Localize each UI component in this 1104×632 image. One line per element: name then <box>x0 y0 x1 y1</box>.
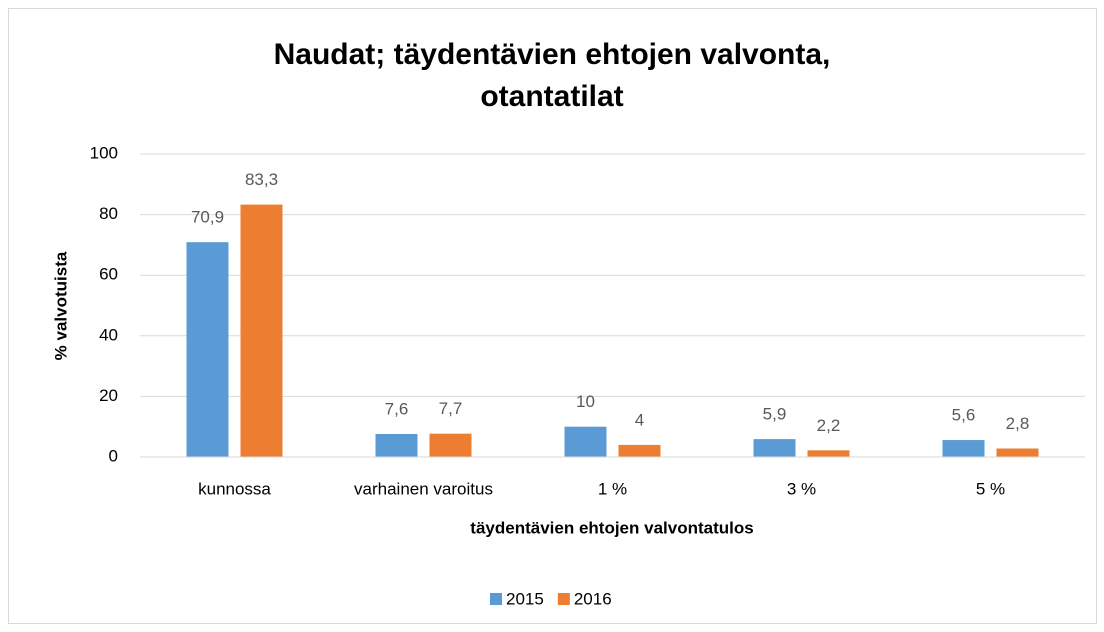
bar <box>186 242 229 457</box>
data-label: 4 <box>635 410 644 429</box>
legend-label: 2016 <box>574 589 612 608</box>
data-label: 2,8 <box>1006 414 1030 433</box>
data-label: 7,7 <box>439 399 463 418</box>
chart-title: Naudat; täydentävien ehtojen valvonta, o… <box>273 38 831 113</box>
bar <box>807 450 850 457</box>
legend-swatch <box>557 593 570 605</box>
x-tick-label: 3 % <box>787 479 816 498</box>
bar <box>429 433 472 457</box>
data-label: 10 <box>576 392 595 411</box>
y-tick-label: 80 <box>99 204 118 223</box>
bar <box>618 444 661 457</box>
y-tick-label: 20 <box>99 386 118 405</box>
data-label: 2,2 <box>817 416 841 435</box>
legend-swatch <box>490 593 502 605</box>
data-label: 5,6 <box>952 406 976 425</box>
y-tick-label: 100 <box>90 143 118 162</box>
data-label: 7,6 <box>385 399 409 418</box>
bar <box>942 440 985 457</box>
y-tick-label: 0 <box>109 446 118 465</box>
bar <box>564 426 607 457</box>
bar <box>996 448 1039 457</box>
data-label: 5,9 <box>763 405 787 424</box>
legend-label: 2015 <box>506 589 544 608</box>
data-label: 83,3 <box>245 170 278 189</box>
y-tick-label: 60 <box>99 265 118 284</box>
x-tick-label: varhainen varoitus <box>354 479 493 498</box>
x-axis-title: täydentävien ehtojen valvontatulos <box>470 518 753 537</box>
x-tick-label: 1 % <box>598 479 627 498</box>
bar <box>753 439 796 457</box>
data-label: 70,9 <box>191 208 224 227</box>
bar <box>375 433 418 457</box>
y-axis-title: % valvotuista <box>51 251 70 360</box>
y-tick-label: 40 <box>99 325 118 344</box>
x-tick-label: 5 % <box>976 479 1005 498</box>
bar <box>240 204 283 457</box>
x-tick-label: kunnossa <box>198 479 271 498</box>
